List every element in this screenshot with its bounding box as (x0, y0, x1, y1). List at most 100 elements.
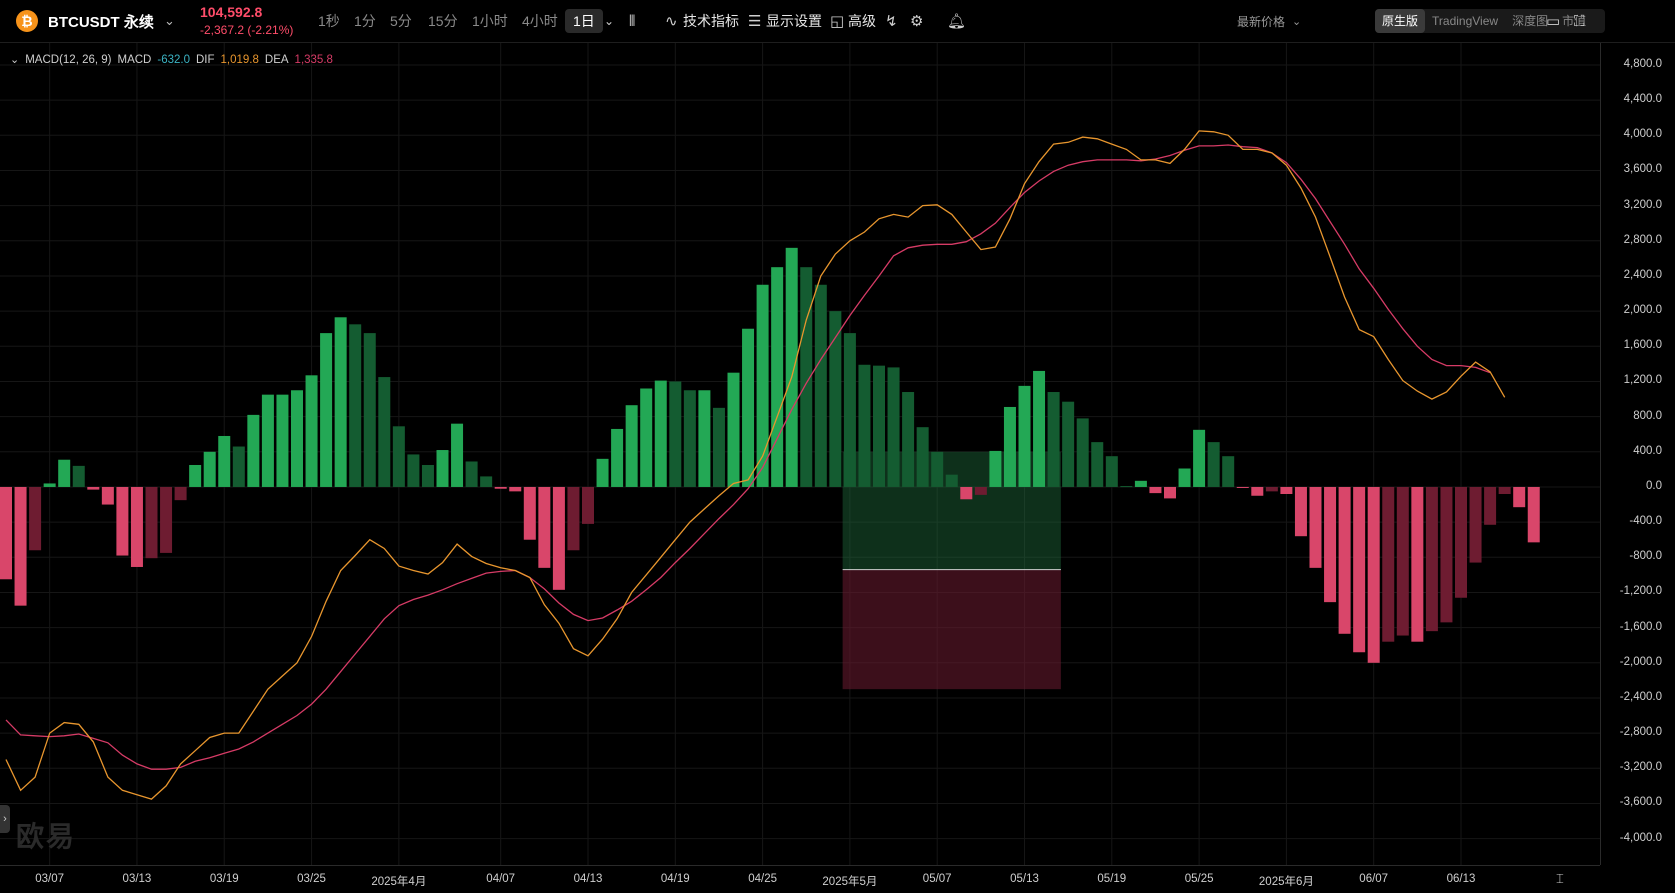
x-tick-label: 04/13 (573, 873, 603, 885)
y-tick-label: -800.0 (1629, 550, 1662, 563)
x-tick-label: 05/13 (1010, 873, 1039, 885)
macd-histogram-bar (552, 486, 565, 590)
macd-histogram-bar (1120, 486, 1133, 488)
macd-histogram-bar (145, 486, 158, 559)
macd-histogram-bar (829, 311, 842, 487)
macd-histogram-bar (1309, 486, 1322, 568)
display-settings-button[interactable]: 显示设置 (766, 13, 822, 29)
macd-histogram-bar (960, 486, 973, 500)
x-tick-label: 05/25 (1184, 873, 1214, 885)
layout-icon[interactable]: ▭ (1546, 13, 1561, 30)
macd-histogram-bar (1411, 486, 1424, 642)
x-tick-label: 04/19 (660, 873, 690, 885)
price-type-select[interactable]: 最新价格 (1237, 14, 1286, 29)
indicators-button[interactable]: 技术指标 (683, 13, 739, 29)
macd-histogram-bar (683, 390, 696, 487)
gear-icon[interactable]: ⚙ (910, 13, 924, 30)
bitcoin-icon: ₿ (16, 10, 38, 32)
macd-histogram-bar (1091, 442, 1104, 487)
macd-histogram-bar (785, 247, 798, 487)
macd-chart[interactable] (0, 43, 1600, 865)
macd-histogram-bar (1149, 486, 1162, 494)
macd-histogram-bar (1164, 486, 1176, 499)
macd-histogram-bar (334, 317, 347, 487)
candlestick-icon[interactable]: ⫴ (629, 12, 636, 30)
y-tick-label: 800.0 (1633, 409, 1662, 422)
view-tradingview[interactable]: TradingView (1432, 14, 1499, 28)
axis-settings-icon[interactable]: ⌶ (1556, 870, 1564, 886)
advanced-button[interactable]: 高级 (848, 13, 876, 29)
macd-histogram-bar (873, 365, 885, 487)
macd-histogram-bar (232, 446, 245, 487)
chevron-down-icon[interactable]: ⌄ (164, 13, 175, 28)
x-tick-label: 03/07 (35, 873, 65, 885)
macd-histogram-bar (640, 388, 653, 487)
macd-histogram-bar (1003, 406, 1016, 487)
y-tick-label: 3,200.0 (1623, 198, 1662, 211)
view-depth[interactable]: 深度图 (1512, 14, 1549, 28)
macd-histogram-bar (1324, 486, 1337, 603)
timeframe-1h[interactable]: 1小时 (472, 13, 508, 29)
alert-bell-icon[interactable]: 🔔︎ (947, 13, 967, 30)
macd-histogram-bar (974, 486, 987, 495)
macd-histogram-bar (130, 486, 143, 567)
fullscreen-icon[interactable]: ⛶ (1574, 12, 1585, 30)
dif-line (5, 130, 1506, 800)
macd-histogram-bar (14, 486, 27, 606)
macd-histogram-bar (1513, 486, 1526, 508)
macd-histogram-bar (1455, 486, 1467, 598)
settings-list-icon[interactable]: ☰ (748, 13, 762, 30)
timeframe-1m[interactable]: 1分 (354, 13, 376, 29)
macd-histogram-bar (1193, 429, 1206, 487)
macd-histogram-bar (989, 450, 1002, 487)
macd-histogram-bar (1222, 456, 1235, 487)
macd-histogram-bar (291, 390, 303, 487)
macd-histogram-bar (378, 377, 391, 487)
view-native[interactable]: 原生版 (1375, 9, 1426, 33)
timeframe-1s[interactable]: 1秒 (318, 13, 340, 29)
macd-histogram-bar (276, 394, 289, 487)
x-tick-label: 03/13 (122, 873, 152, 885)
timeframe-4h[interactable]: 4小时 (522, 13, 558, 29)
x-tick-label: 2025年5月 (822, 876, 878, 888)
view-marketcap[interactable]: 市值 (1562, 14, 1587, 28)
y-tick-label: 2,800.0 (1623, 233, 1662, 246)
y-tick-label: 3,600.0 (1623, 163, 1662, 176)
macd-histogram-bar (1396, 486, 1409, 636)
x-tick-label: 2025年4月 (371, 876, 427, 888)
macd-histogram-bar (582, 486, 594, 524)
macd-histogram-bar (87, 486, 100, 490)
macd-histogram-bar (247, 414, 260, 487)
macd-histogram-bar (1280, 486, 1293, 495)
time-axis[interactable]: 03/07 03/13 03/19 03/25 2025年4月 04/07 04/13 04/… (0, 865, 1600, 893)
y-tick-label: 4,000.0 (1623, 128, 1662, 141)
timeframe-1d[interactable]: 1日 (565, 9, 603, 33)
timeframe-15m[interactable]: 15分 (428, 13, 458, 29)
x-tick-label: 05/19 (1097, 873, 1127, 885)
macd-histogram-bar (1469, 486, 1482, 563)
advanced-icon[interactable]: ◱ (830, 13, 845, 30)
y-tick-label: 4,800.0 (1623, 57, 1662, 70)
expand-panel-handle[interactable]: › (0, 805, 10, 833)
macd-histogram-bar (1047, 392, 1060, 487)
macd-histogram-bar (421, 464, 434, 487)
timeframe-5m[interactable]: 5分 (390, 13, 412, 29)
macd-histogram-bar (1338, 486, 1351, 634)
symbol-name[interactable]: BTCUSDT 永续 (48, 13, 154, 31)
x-tick-label: 05/07 (922, 873, 952, 885)
macd-histogram-bar (931, 451, 944, 487)
y-tick-label: -3,600.0 (1619, 796, 1662, 809)
indicators-icon[interactable]: ∿ (665, 13, 678, 30)
price-axis[interactable]: 4,800.0 4,400.0 4,000.0 3,600.0 3,200.0 2,800… (1600, 43, 1675, 865)
chevron-down-icon[interactable]: ⌄ (604, 14, 615, 28)
y-tick-label: 1,200.0 (1623, 374, 1662, 387)
last-price: 104,592.8 (200, 4, 263, 20)
drawing-tool-icon[interactable]: ↯ (885, 13, 898, 30)
macd-histogram-bar (203, 451, 216, 487)
macd-histogram-bar (72, 465, 85, 487)
price-block: 104,592.8 -2,367.2 (-2.21%) (200, 4, 293, 37)
chevron-down-icon[interactable]: ⌄ (1292, 15, 1302, 28)
macd-histogram-bar (363, 333, 376, 487)
y-tick-label: 2,000.0 (1623, 304, 1662, 317)
collapse-chevron-icon[interactable]: ⌄ (10, 54, 20, 66)
